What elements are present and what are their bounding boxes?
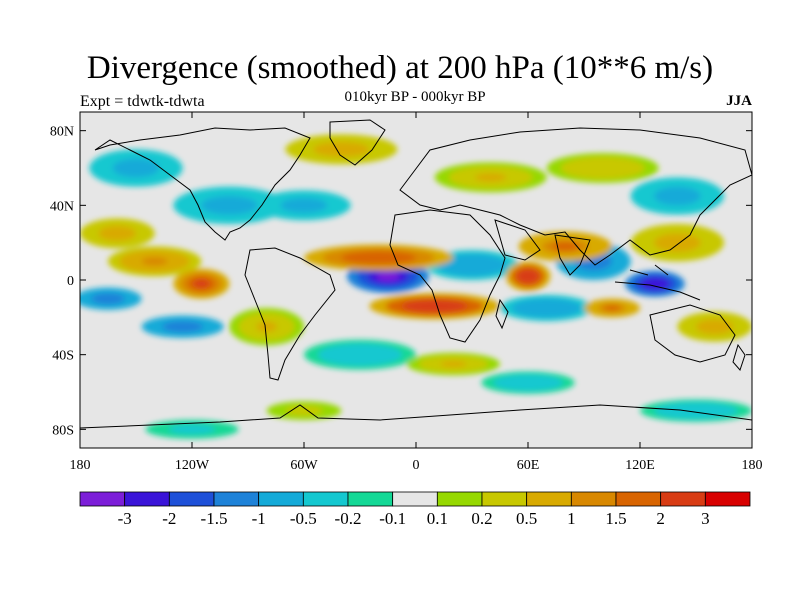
field-blob <box>586 163 619 173</box>
colorbar-swatch <box>570 491 617 507</box>
colorbar-swatch <box>481 491 528 507</box>
field-blob <box>141 257 168 266</box>
colorbar-swatch <box>168 491 215 507</box>
field-blob <box>344 350 376 359</box>
colorbar-label: -0.5 <box>290 509 317 528</box>
colorbar-label: -3 <box>118 509 132 528</box>
divergence-field <box>80 134 752 439</box>
coastline-north-america <box>94 127 311 241</box>
colorbar-label: -1 <box>252 509 266 528</box>
coastline-antarctica <box>80 404 752 429</box>
coastline-greenland <box>329 119 386 166</box>
colorbar-swatch <box>436 491 483 507</box>
colorbar-swatch <box>213 491 260 507</box>
y-tick-label: 80N <box>50 125 74 140</box>
coastline-eurasia <box>399 127 752 266</box>
field-blob <box>680 407 712 414</box>
coastline-madagascar <box>495 298 509 330</box>
colorbar-swatch <box>660 491 706 507</box>
field-blob <box>664 190 691 202</box>
x-tick-label: 60W <box>290 458 318 473</box>
coastlines <box>80 119 752 429</box>
coastline-arabia <box>494 219 541 261</box>
field-blob <box>213 200 246 211</box>
field-blob <box>171 323 195 330</box>
field-blob <box>325 145 358 154</box>
field-blob <box>514 379 542 386</box>
x-tick-label: 0 <box>413 458 420 473</box>
colorbar-label: 3 <box>701 509 710 528</box>
colorbar-swatch <box>526 491 572 507</box>
field-blob <box>106 229 128 238</box>
field-blob <box>178 426 206 432</box>
colorbar-label: 2 <box>656 509 665 528</box>
colorbar-swatch <box>258 491 304 507</box>
colorbar-swatch <box>392 491 438 507</box>
season-label: JJA <box>726 93 752 109</box>
colorbar: -3 -2 -1.5 -1 -0.5 -0.2 -0.1 0.1 0.2 0.5 1 1.5 2 3 <box>79 491 751 528</box>
y-tick-label: 80S <box>52 423 74 438</box>
colorbar-label: 0.5 <box>516 509 537 528</box>
x-tick-label: 60E <box>517 458 540 473</box>
field-blob <box>458 260 486 270</box>
field-blob <box>193 279 210 288</box>
y-axis-ticks: 80N 40N 0 40S 80S <box>50 125 752 438</box>
coastline-south-america <box>244 247 336 381</box>
plot-title: Divergence (smoothed) at 200 hPa (10**6 … <box>86 50 714 86</box>
field-blob <box>376 271 400 281</box>
field-blob <box>122 162 150 174</box>
field-blob <box>357 253 400 262</box>
field-blob <box>440 360 467 368</box>
coastline-india <box>554 234 591 276</box>
field-blob <box>704 322 726 331</box>
colorbar-swatch <box>704 491 751 507</box>
colorbar-label: 1 <box>567 509 576 528</box>
field-blob <box>474 173 507 182</box>
experiment-label: Expt = tdwtk-tdwta <box>80 93 205 110</box>
field-blob <box>604 305 620 311</box>
field-blob <box>256 321 278 332</box>
colorbar-swatch <box>615 491 662 507</box>
plot-subtitle: 010kyr BP - 000kyr BP <box>344 89 486 105</box>
x-tick-label: 180 <box>70 458 91 473</box>
colorbar-label: 1.5 <box>605 509 626 528</box>
coastline-new-zealand <box>732 343 746 371</box>
field-blob <box>533 304 560 312</box>
colorbar-label: 0.2 <box>471 509 492 528</box>
y-tick-label: 40N <box>50 199 74 214</box>
colorbar-label: -1.5 <box>201 509 228 528</box>
x-tick-label: 180 <box>742 458 763 473</box>
colorbar-swatch <box>302 491 349 507</box>
y-tick-label: 0 <box>67 274 74 289</box>
coastline-africa <box>389 209 506 343</box>
coastline-indonesia <box>614 264 701 301</box>
colorbar-swatch <box>347 491 394 507</box>
field-blob <box>664 237 691 248</box>
y-tick-label: 40S <box>52 349 74 364</box>
map-panel: 180 120W 60W 0 60E 120E 180 80N 40N 0 40S 80S <box>50 111 763 473</box>
x-axis-ticks: 180 120W 60W 0 60E 120E 180 <box>70 112 763 473</box>
colorbar-label: -2 <box>162 509 176 528</box>
colorbar-label: -0.2 <box>335 509 362 528</box>
x-tick-label: 120E <box>625 458 655 473</box>
x-tick-label: 120W <box>175 458 210 473</box>
field-blob <box>552 242 579 251</box>
field-blob <box>293 408 315 414</box>
colorbar-swatch <box>124 491 170 507</box>
colorbar-label: -0.1 <box>379 509 406 528</box>
field-blob <box>521 272 535 281</box>
colorbar-label: 0.1 <box>427 509 448 528</box>
field-blob <box>290 201 318 210</box>
field-blob <box>416 302 453 310</box>
coastline-australia <box>649 304 736 363</box>
colorbar-swatch <box>79 491 126 507</box>
field-blob <box>98 295 118 302</box>
